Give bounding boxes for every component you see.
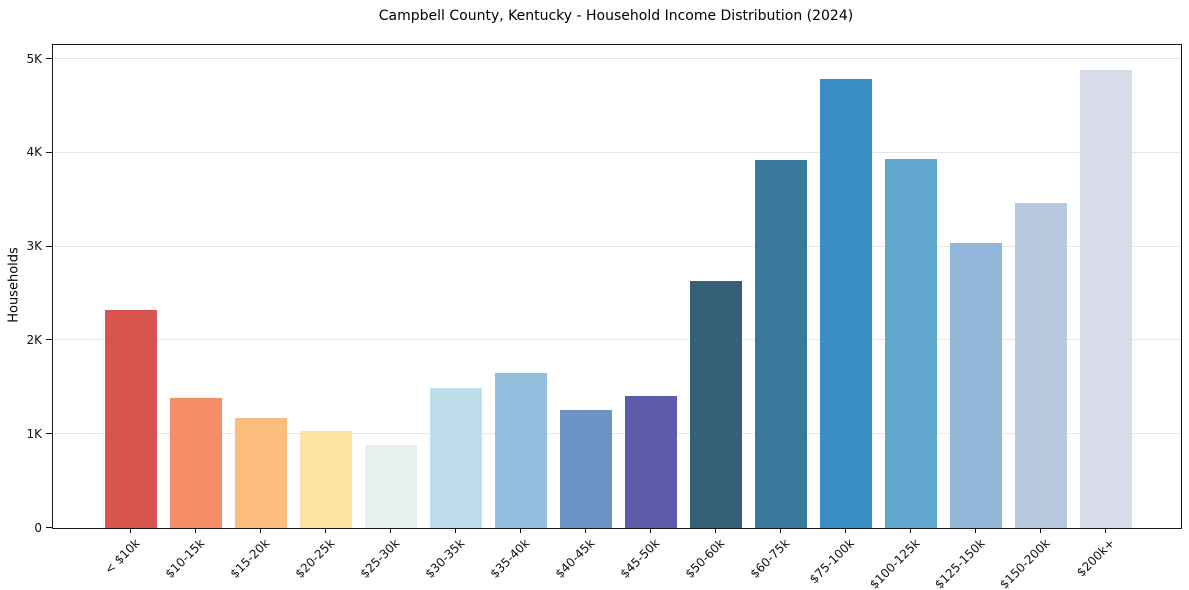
bar (949, 242, 1002, 528)
y-tick-label: 3K (26, 239, 42, 254)
x-tick-label: $40-45k (552, 536, 598, 581)
x-tick-mark (779, 528, 781, 533)
y-tick-mark (46, 151, 52, 153)
bar (169, 397, 222, 528)
gridline (53, 151, 1181, 153)
bar (689, 281, 742, 528)
x-tick-mark (649, 528, 651, 533)
bar (754, 159, 807, 528)
x-tick-mark (454, 528, 456, 533)
gridline (53, 339, 1181, 341)
x-tick-label: $125-150k (931, 536, 988, 590)
x-tick-mark (844, 528, 846, 533)
gridline (53, 58, 1181, 60)
bar (559, 410, 612, 528)
bar (234, 418, 287, 528)
x-tick-mark (584, 528, 586, 533)
x-tick-label: $75-100k (807, 536, 858, 587)
bar (104, 310, 157, 528)
bar (494, 373, 547, 528)
gridline (53, 433, 1181, 435)
bar (1079, 69, 1132, 528)
y-tick-mark (46, 58, 52, 60)
bar (819, 79, 872, 528)
x-tick-label: $45-50k (617, 536, 663, 581)
x-tick-mark (389, 528, 391, 533)
x-tick-label: $30-35k (422, 536, 468, 581)
x-tick-label: $150-200k (996, 536, 1053, 590)
chart-title: Campbell County, Kentucky - Household In… (378, 8, 854, 24)
x-tick-label: $20-25k (292, 536, 338, 581)
x-tick-label: $35-40k (487, 536, 533, 581)
bar (624, 395, 677, 528)
x-tick-label: $50-60k (682, 536, 728, 581)
x-tick-label: $100-125k (866, 536, 923, 590)
x-tick-mark (194, 528, 196, 533)
x-tick-mark (519, 528, 521, 533)
x-tick-label: $200k+ (1073, 536, 1118, 580)
y-tick-mark (46, 339, 52, 341)
bar (364, 444, 417, 528)
y-tick-label: 0 (34, 520, 42, 535)
bar (884, 158, 937, 528)
y-tick-label: 5K (26, 51, 42, 66)
x-tick-mark (909, 528, 911, 533)
x-tick-label: < $10k (101, 536, 143, 577)
x-tick-label: $10-15k (162, 536, 208, 581)
y-tick-mark (46, 527, 52, 528)
x-tick-mark (974, 528, 976, 533)
gridline (53, 245, 1181, 247)
y-tick-mark (46, 433, 52, 435)
x-tick-mark (714, 528, 716, 533)
x-tick-mark (1039, 528, 1041, 533)
x-tick-label: $25-30k (357, 536, 403, 581)
x-tick-mark (129, 528, 131, 533)
bar (1014, 203, 1067, 528)
bar (429, 388, 482, 528)
y-tick-label: 2K (26, 332, 42, 347)
x-tick-label: $15-20k (227, 536, 273, 581)
y-tick-label: 4K (26, 145, 42, 160)
plot-area (52, 44, 1182, 529)
y-tick-mark (46, 245, 52, 247)
y-axis-label: Households (6, 247, 22, 323)
bar (299, 431, 352, 528)
x-tick-label: $60-75k (747, 536, 793, 581)
y-tick-label: 1K (26, 426, 42, 441)
x-tick-mark (1104, 528, 1106, 533)
x-tick-mark (259, 528, 261, 533)
x-tick-mark (324, 528, 326, 533)
